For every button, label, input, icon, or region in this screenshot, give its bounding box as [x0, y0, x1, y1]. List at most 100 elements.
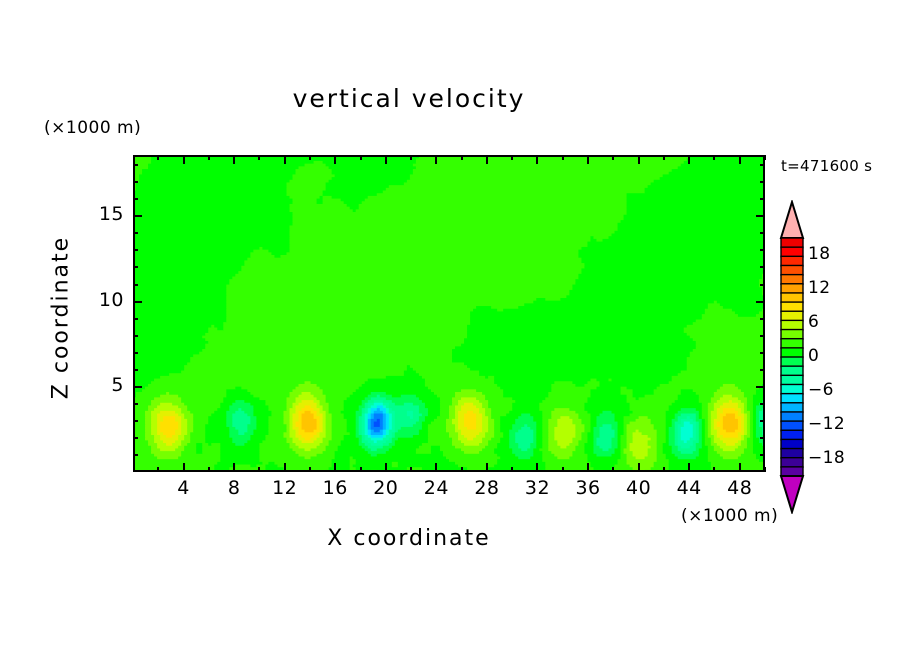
colorbar: 18 12 6 0 −6 −12 −18 [778, 200, 845, 518]
y-tick-label: 10 [98, 288, 124, 311]
x-tick [308, 467, 311, 472]
x-tick [334, 463, 337, 472]
y-tick [760, 164, 765, 167]
x-tick-label: 12 [272, 477, 298, 499]
x-tick [359, 155, 362, 160]
x-tick [207, 467, 210, 472]
y-tick [760, 453, 765, 456]
x-tick [157, 155, 160, 160]
x-tick [536, 155, 539, 164]
x-tick [738, 463, 741, 472]
x-tick-label: 24 [423, 477, 449, 499]
colorbar-tick-label: −18 [808, 448, 846, 468]
y-tick [760, 419, 765, 422]
x-tick [384, 463, 387, 472]
x-tick [561, 155, 564, 160]
y-tick [760, 181, 765, 184]
y-tick [756, 300, 765, 303]
x-tick [359, 467, 362, 472]
y-axis-units-label: (×1000 m) [44, 118, 142, 138]
x-tick-label: 28 [474, 477, 500, 499]
colorbar-tick-label: −6 [808, 380, 834, 400]
y-tick [760, 249, 765, 252]
y-tick [133, 385, 142, 388]
x-tick-label: 48 [727, 477, 753, 499]
y-tick [133, 419, 138, 422]
y-tick [760, 402, 765, 405]
x-tick [334, 155, 337, 164]
x-tick [662, 155, 665, 160]
y-tick [133, 283, 138, 286]
x-tick [612, 467, 615, 472]
page-title: vertical velocity [0, 84, 904, 113]
x-tick [435, 463, 438, 472]
x-tick [435, 155, 438, 164]
y-tick [756, 385, 765, 388]
colorbar-tick-label: 0 [808, 346, 820, 366]
colorbar-tick-label: −12 [808, 414, 846, 434]
x-tick [637, 155, 640, 164]
colorbar-tick-label: 12 [808, 278, 831, 298]
x-tick [157, 467, 160, 472]
y-tick [133, 232, 138, 235]
y-tick [760, 232, 765, 235]
x-axis-title-text: X coordinate [327, 526, 491, 551]
y-tick [760, 368, 765, 371]
x-tick [384, 155, 387, 164]
y-tick [760, 334, 765, 337]
y-tick [133, 215, 142, 218]
axis-ticks-layer [133, 155, 766, 472]
x-tick [485, 463, 488, 472]
x-tick-label: 44 [676, 477, 702, 499]
y-tick [133, 436, 138, 439]
y-tick-label: 15 [98, 203, 124, 226]
x-tick [460, 155, 463, 160]
colorbar-tick-label: 6 [808, 312, 820, 332]
y-tick [760, 198, 765, 201]
x-tick-label: 16 [322, 477, 348, 499]
x-tick [587, 463, 590, 472]
x-tick [764, 467, 766, 472]
colorbar-tick-label: 18 [808, 244, 831, 264]
y-tick [133, 266, 138, 269]
y-tick [133, 317, 138, 320]
y-tick [133, 198, 138, 201]
x-tick [308, 155, 311, 160]
x-tick [182, 463, 185, 472]
x-tick [536, 463, 539, 472]
x-tick [662, 467, 665, 472]
x-tick [561, 467, 564, 472]
y-tick [133, 368, 138, 371]
y-tick [133, 181, 138, 184]
x-tick [511, 467, 514, 472]
y-tick [133, 402, 138, 405]
x-tick [410, 155, 413, 160]
y-tick [133, 351, 138, 354]
x-tick [713, 467, 716, 472]
x-axis-units-label: (×1000 m) [681, 506, 779, 526]
x-tick-label: 32 [524, 477, 551, 499]
x-tick [587, 155, 590, 164]
x-tick [258, 155, 261, 160]
x-tick [410, 467, 413, 472]
x-tick [688, 155, 691, 164]
x-tick [233, 155, 236, 164]
x-tick [688, 463, 691, 472]
x-tick [283, 463, 286, 472]
y-tick-labels: 5 10 15 [0, 155, 133, 472]
y-tick [133, 334, 138, 337]
x-tick [511, 155, 514, 160]
x-tick [612, 155, 615, 160]
x-tick [207, 155, 210, 160]
x-tick [764, 155, 766, 160]
time-annotation: t=471600 s [781, 157, 873, 175]
x-tick [460, 467, 463, 472]
colorbar-svg [779, 200, 805, 514]
x-tick [637, 463, 640, 472]
x-tick [233, 463, 236, 472]
y-tick [760, 317, 765, 320]
x-tick-label: 36 [575, 477, 601, 499]
y-tick [133, 249, 138, 252]
y-tick [133, 164, 138, 167]
